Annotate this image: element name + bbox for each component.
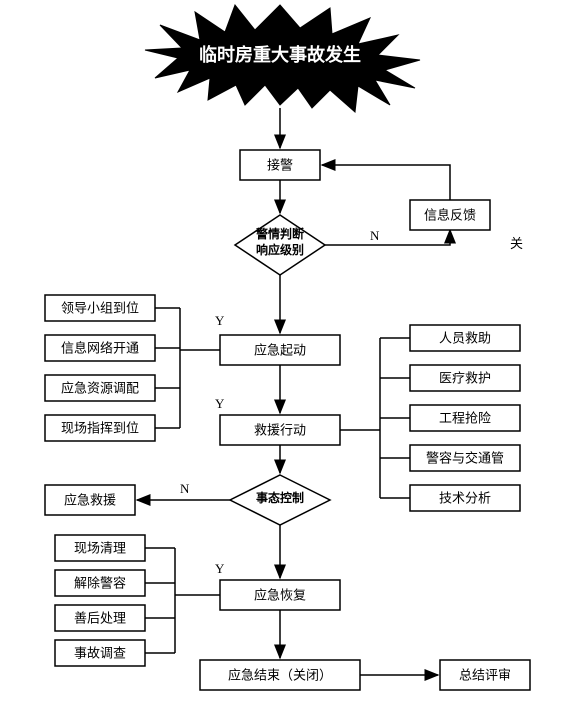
svg-text:事故调查: 事故调查 [74,646,126,661]
svg-text:人员救助: 人员救助 [439,331,491,346]
svg-text:解除警容: 解除警容 [74,576,126,591]
node-feedback: 信息反馈 [410,200,490,230]
node-decision: 警情判断 响应级别 [235,215,325,275]
svg-text:现场清理: 现场清理 [74,541,126,556]
label-guan: 关 [510,236,523,251]
svg-text:信息网络开通: 信息网络开通 [61,341,139,356]
node-review: 总结评审 [440,660,530,690]
left-item-0: 领导小组到位 [45,295,180,321]
label-y1: Y [215,313,225,328]
svg-text:应急起动: 应急起动 [254,343,306,358]
recover-item-1: 解除警容 [55,570,175,596]
recover-item-0: 现场清理 [55,535,175,561]
svg-text:领导小组到位: 领导小组到位 [61,301,139,316]
node-recover: 应急恢复 [220,580,340,610]
edge-decision-feedback [325,230,450,245]
flowchart-canvas: 临时房重大事故发生 接警 警情判断 响应级别 N 信息反馈 关 Y 应急起动 Y… [0,0,563,718]
svg-text:警容与交通管: 警容与交通管 [426,451,504,466]
recover-item-2: 善后处理 [55,605,175,631]
node-rescue: 救援行动 [220,415,340,445]
label-n2: N [180,481,190,496]
burst-text: 临时房重大事故发生 [199,44,361,65]
burst-node: 临时房重大事故发生 [145,5,420,112]
svg-text:医疗救护: 医疗救护 [439,371,491,386]
svg-text:响应级别: 响应级别 [256,242,304,257]
label-y2: Y [215,396,225,411]
recover-item-3: 事故调查 [55,640,175,666]
svg-text:应急资源调配: 应急资源调配 [61,381,139,396]
node-end: 应急结束（关闭） [200,660,360,690]
node-receive: 接警 [240,150,320,180]
right-item-2: 工程抢险 [380,405,520,431]
label-n1: N [370,228,380,243]
svg-text:警情判断: 警情判断 [255,226,304,241]
node-start: 应急起动 [220,335,340,365]
svg-text:工程抢险: 工程抢险 [439,411,491,426]
label-y3: Y [215,561,225,576]
svg-text:总结评审: 总结评审 [459,668,511,683]
left-item-3: 现场指挥到位 [45,415,180,441]
svg-text:信息反馈: 信息反馈 [424,208,476,223]
svg-text:技术分析: 技术分析 [439,491,491,506]
left-item-1: 信息网络开通 [45,335,180,361]
left-item-2: 应急资源调配 [45,375,180,401]
svg-text:应急恢复: 应急恢复 [254,588,306,603]
right-item-3: 警容与交通管 [380,445,520,471]
node-control: 事态控制 [230,475,330,525]
right-item-4: 技术分析 [380,485,520,511]
right-item-1: 医疗救护 [380,365,520,391]
node-emergency-rescue: 应急救援 [45,485,135,515]
svg-text:应急结束（关闭）: 应急结束（关闭） [228,668,332,683]
svg-text:现场指挥到位: 现场指挥到位 [61,421,139,436]
svg-text:救援行动: 救援行动 [254,423,306,438]
right-item-0: 人员救助 [380,325,520,351]
svg-text:应急救援: 应急救援 [64,493,116,508]
svg-text:事态控制: 事态控制 [256,490,304,505]
svg-text:接警: 接警 [267,158,293,173]
edge-feedback-receive [322,165,450,200]
svg-text:善后处理: 善后处理 [74,611,126,626]
